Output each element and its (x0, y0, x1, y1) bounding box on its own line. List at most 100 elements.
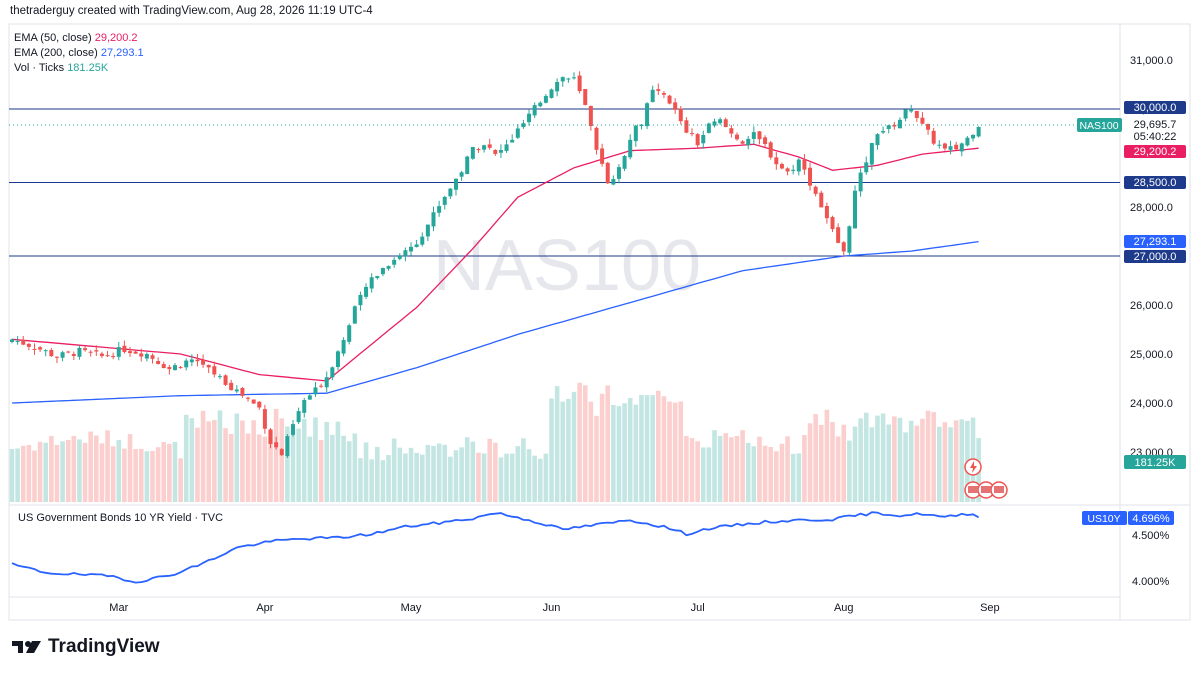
flag-stripes-1 (968, 486, 978, 493)
candle-body (830, 217, 835, 230)
volume-bar (858, 418, 863, 502)
candle-body (184, 360, 189, 368)
volume-bar (442, 444, 448, 502)
candle-body (656, 89, 661, 91)
volume-bar (729, 437, 734, 502)
ema200-badge (1124, 235, 1186, 248)
volume-bar (167, 443, 172, 502)
candle-body (285, 436, 290, 457)
volume-bar (335, 421, 341, 502)
volume-bar (712, 430, 717, 502)
event-icons[interactable] (964, 458, 1008, 499)
tradingview-logo-icon (12, 641, 41, 653)
candle-body (268, 429, 273, 444)
candle-body (437, 206, 442, 213)
us10y-value-label: 4.696% (1132, 513, 1170, 525)
volume-bar (251, 420, 256, 502)
volume-bar (436, 443, 442, 502)
volume-bar (15, 448, 20, 502)
candle-body (71, 353, 76, 356)
candle-body (307, 395, 312, 400)
volume-bar (138, 448, 144, 502)
volume-bar (897, 417, 903, 502)
legend-ema50[interactable]: EMA (50, close) 29,200.2 (14, 31, 138, 46)
volume-bar (807, 423, 813, 502)
candle-body (195, 359, 200, 362)
volume-bar (684, 436, 689, 502)
volume-bar (543, 453, 549, 502)
candle-body (920, 117, 925, 124)
ema50-line (11, 143, 979, 382)
volume-bar (521, 438, 526, 502)
volume-bar (594, 415, 599, 502)
candle-body (763, 137, 768, 145)
legend-volume-label: Vol · Ticks (14, 62, 65, 74)
candle-body (425, 224, 430, 237)
volume-bar (667, 401, 672, 502)
candle-body (43, 350, 48, 352)
volume-bar (290, 429, 296, 502)
volume-bar (206, 421, 211, 502)
us10y-path (11, 511, 980, 584)
candle-body (223, 375, 228, 385)
volume-bar (740, 430, 745, 502)
volume-bar (414, 452, 419, 502)
candle-body (847, 226, 852, 253)
volume-bar (217, 410, 223, 502)
candle-body (633, 125, 638, 142)
volume-bar (745, 442, 751, 502)
volume-bar (734, 436, 740, 502)
candle-body (144, 354, 149, 359)
volume-bar (886, 424, 892, 502)
candle-body (729, 128, 734, 134)
volume-bar (37, 441, 43, 502)
volume-bar (937, 426, 942, 502)
candle-body (881, 131, 886, 133)
volume-bar (200, 410, 206, 502)
flag-stripes-3 (994, 486, 1004, 493)
candle-body (819, 192, 824, 208)
candle-body (622, 156, 627, 169)
volume-bar (863, 412, 869, 502)
time-tick-label: Mar (109, 602, 128, 614)
volume-bar (554, 386, 560, 502)
volume-bar (824, 409, 830, 502)
volume-bar (60, 441, 65, 502)
volume-bar (313, 417, 318, 502)
candle-body (319, 385, 324, 387)
legend-ema200[interactable]: EMA (200, close) 27,293.1 (14, 46, 144, 61)
tradingview-logo[interactable]: TradingView (12, 636, 160, 658)
candle-body (465, 156, 470, 175)
candle-body (875, 134, 880, 146)
candle-body (206, 364, 211, 368)
candle-body (54, 356, 59, 358)
volume-bar (672, 402, 678, 502)
volume-bar (453, 450, 459, 502)
volume-bar (189, 418, 195, 502)
last-price-label: 29,695.7 (1134, 119, 1177, 131)
candle-body (678, 108, 683, 122)
volume-bar (526, 449, 532, 502)
candle-body (965, 137, 970, 146)
candle-body (498, 150, 503, 153)
candle-body (628, 139, 633, 158)
volume-bar (183, 414, 189, 502)
candle-body (330, 367, 335, 378)
volume-bar (391, 438, 397, 502)
volume-bar (757, 436, 762, 502)
legend-volume[interactable]: Vol · Ticks 181.25K (14, 61, 108, 76)
candle-body (914, 110, 919, 118)
time-axis[interactable]: Mar Apr May Jun Jul Aug Sep (109, 602, 999, 614)
volume-bar (133, 449, 138, 502)
volume-bar (110, 446, 116, 502)
candle-body (335, 351, 340, 368)
volume-bar (99, 443, 105, 502)
candle-body (650, 89, 655, 102)
volume-bar (774, 451, 779, 502)
candle-body (234, 389, 239, 392)
chart-caption: thetraderguy created with TradingView.co… (10, 5, 373, 17)
candle-body (712, 121, 717, 126)
time-tick-label: Apr (256, 602, 273, 614)
candle-body (229, 382, 234, 391)
